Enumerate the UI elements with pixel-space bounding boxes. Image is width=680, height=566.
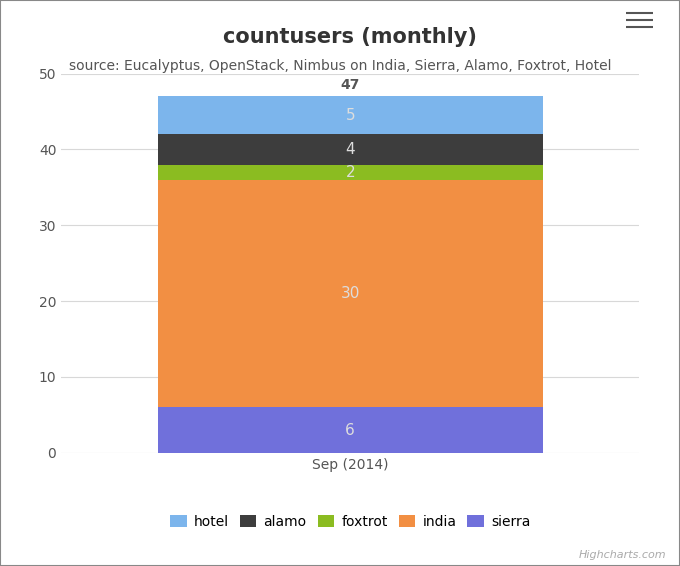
Bar [158,96,543,134]
Text: 4: 4 [345,142,355,157]
Text: 6: 6 [345,423,355,438]
Legend: hotel, alamo, foxtrot, india, sierra: hotel, alamo, foxtrot, india, sierra [165,509,536,534]
Bar [158,408,543,453]
Text: Highcharts.com: Highcharts.com [579,550,666,560]
Bar [158,180,543,408]
Text: 30: 30 [341,286,360,301]
Title: countusers (monthly): countusers (monthly) [223,27,477,47]
Text: 47: 47 [341,78,360,92]
Bar [158,165,543,180]
Text: 2: 2 [345,165,355,179]
Bar [158,134,543,165]
Text: source: Eucalyptus, OpenStack, Nimbus on India, Sierra, Alamo, Foxtrot, Hotel: source: Eucalyptus, OpenStack, Nimbus on… [69,59,611,74]
Text: 5: 5 [345,108,355,123]
